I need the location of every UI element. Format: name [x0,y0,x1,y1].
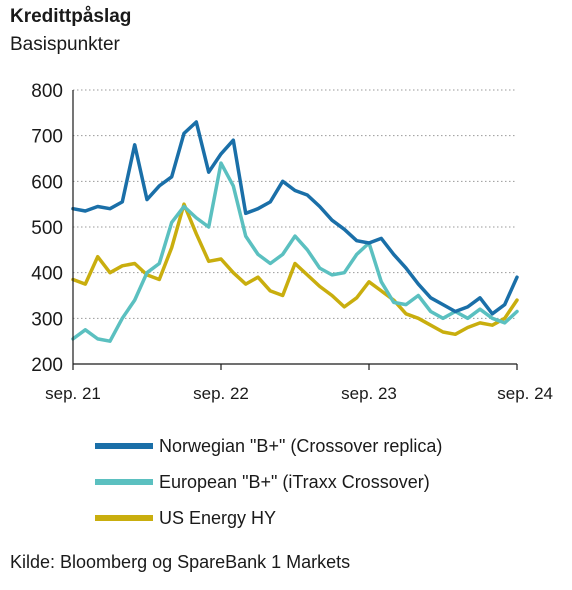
x-tick-label-2: sep. 23 [341,384,397,403]
legend-item-norwegian: Norwegian "B+" (Crossover replica) [95,428,442,464]
y-tick-label-2: 400 [31,264,63,285]
legend-swatch-european [95,479,153,485]
y-tick-label-6: 800 [31,81,63,102]
series-line-norwegian [71,120,519,316]
x-tick-label-0: sep. 21 [45,384,101,403]
legend-label-us-energy: US Energy HY [159,507,277,528]
legend-swatch-us-energy [95,515,153,521]
legend-label-european: European "B+" (iTraxx Crossover) [159,471,430,492]
legend: Norwegian "B+" (Crossover replica) Europ… [95,428,442,536]
legend-swatch-norwegian [95,443,153,449]
x-tick-label-1: sep. 22 [193,384,249,403]
y-tick-label-4: 600 [31,172,63,193]
y-tick-label-1: 300 [31,309,63,330]
chart-title: Kredittpåslag [10,6,132,27]
series-layer [71,120,519,343]
legend-item-european: European "B+" (iTraxx Crossover) [95,464,442,500]
chart-subtitle: Basispunkter [10,34,120,55]
y-tick-label-0: 200 [31,355,63,376]
axis-layer: 200 300 400 500 600 700 800 sep. 21 sep. 22 sep. … [31,81,553,403]
x-tick-label-3: sep. 24 [497,384,553,403]
grid-layer [73,89,517,319]
y-tick-label-3: 500 [31,218,63,239]
y-tick-label-5: 700 [31,127,63,148]
source-note: Kilde: Bloomberg og SpareBank 1 Markets [10,552,351,572]
series-line-european [71,161,519,343]
line-chart: 200 300 400 500 600 700 800 sep. 21 sep. 22 sep. … [31,81,553,403]
legend-item-us-energy: US Energy HY [95,500,442,536]
legend-label-norwegian: Norwegian "B+" (Crossover replica) [159,435,443,456]
